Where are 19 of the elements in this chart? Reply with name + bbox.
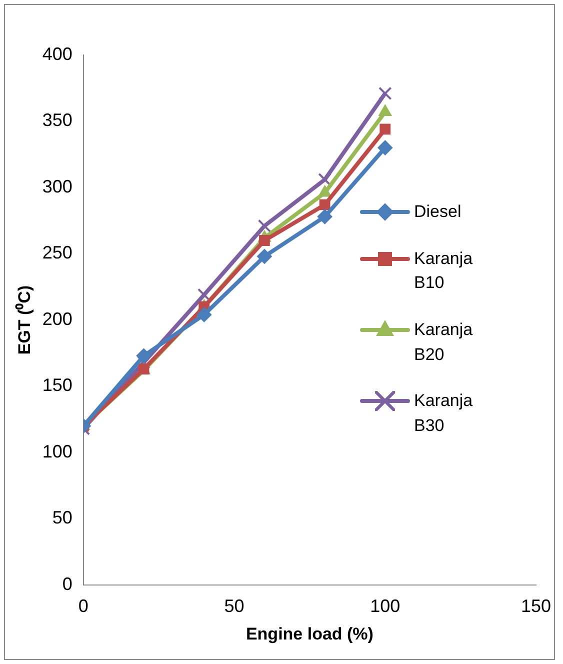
- y-axis-title: EGT (⁰C): [14, 285, 34, 355]
- y-tick-label: 0: [62, 574, 72, 594]
- x-tick-label: 0: [78, 596, 88, 616]
- legend-label: Diesel: [414, 201, 462, 223]
- y-tick-label: 400: [42, 44, 72, 64]
- y-tick-label: 200: [42, 308, 72, 329]
- legend-label: Karanja B20: [414, 318, 474, 366]
- y-tick-label: 300: [42, 176, 72, 196]
- legend-label: Karanja B10: [414, 248, 474, 294]
- y-tick-label: 100: [42, 441, 72, 462]
- y-tick-label: 250: [42, 242, 72, 263]
- legend-label: Karanja B30: [414, 390, 474, 437]
- x-tick-label: 150: [520, 596, 552, 616]
- x-tick-label: 50: [224, 596, 244, 616]
- y-tick-label: 350: [42, 110, 72, 130]
- y-tick-label: 50: [52, 508, 72, 528]
- x-tick-label: 100: [370, 596, 400, 616]
- x-axis-title: Engine load (%): [246, 624, 374, 644]
- y-tick-label: 150: [42, 375, 72, 396]
